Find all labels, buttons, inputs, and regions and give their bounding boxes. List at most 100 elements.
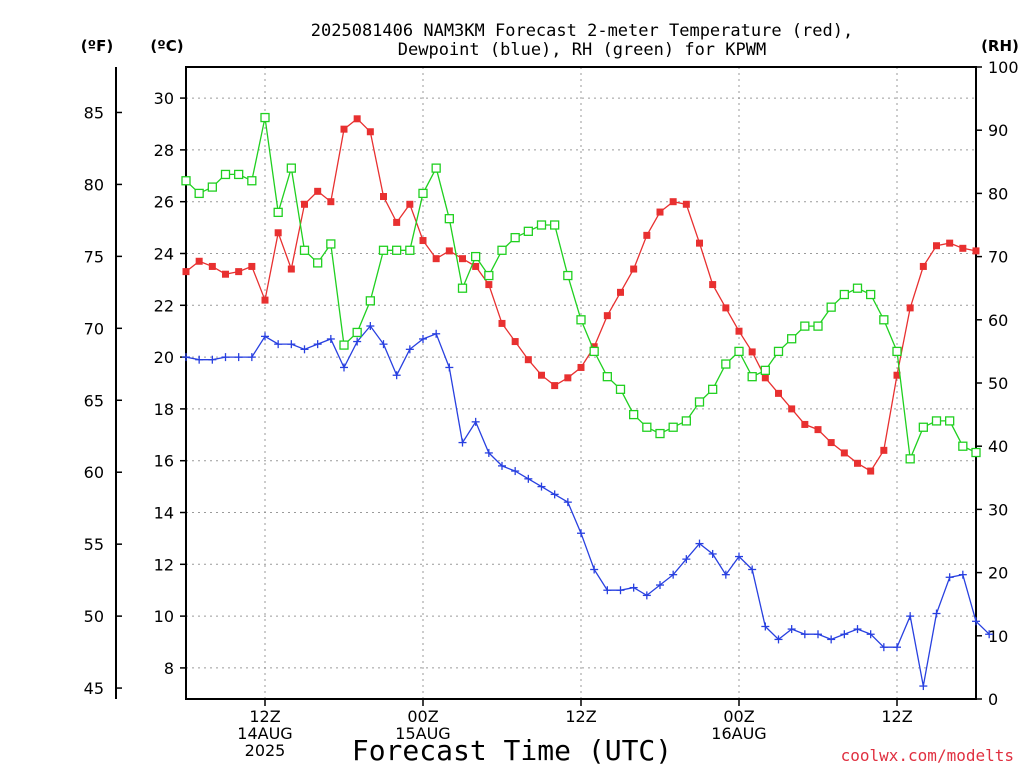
dewpoint-point xyxy=(721,570,730,579)
dewpoint-point xyxy=(919,682,928,691)
temperature-point xyxy=(314,187,322,195)
rh-point xyxy=(273,207,283,218)
fahrenheit-tick-label: 50 xyxy=(84,607,104,626)
fahrenheit-tick-label: 65 xyxy=(84,391,104,410)
rh-point xyxy=(444,214,454,224)
temperature-point xyxy=(814,426,822,434)
rh-point xyxy=(299,245,310,255)
rh-point xyxy=(905,454,915,464)
rh-point xyxy=(418,188,428,199)
rh-point xyxy=(773,346,784,357)
rh-tick-label: 80 xyxy=(988,184,1008,203)
rh-point xyxy=(536,220,547,230)
rh-point xyxy=(655,428,665,439)
rh-point xyxy=(457,283,468,293)
dewpoint-point xyxy=(182,353,190,362)
rh-point xyxy=(563,270,573,281)
temperature-point xyxy=(696,239,703,247)
temperature-point xyxy=(788,405,796,413)
rh-point xyxy=(760,365,770,376)
temperature-point xyxy=(840,449,848,457)
rh-point xyxy=(813,321,823,331)
rh-point xyxy=(866,289,876,300)
dewpoint-point xyxy=(274,340,283,349)
temperature-point xyxy=(577,363,585,371)
dewpoint-point xyxy=(313,340,322,349)
temperature-point xyxy=(366,128,374,136)
dewpoint-point xyxy=(682,555,691,564)
chart-title-line2: Dewpoint (blue), RH (green) for KPWM xyxy=(398,40,766,60)
temperature-point xyxy=(761,374,769,382)
dewpoint-point xyxy=(287,340,296,349)
dewpoint-point xyxy=(866,630,875,639)
rh-tick-label: 60 xyxy=(988,311,1008,330)
celsius-tick-label: 20 xyxy=(154,348,174,367)
dewpoint-point xyxy=(669,570,678,579)
temperature-line xyxy=(185,117,977,472)
dewpoint-point xyxy=(366,322,375,331)
temperature-point xyxy=(906,304,914,312)
source-credit: coolwx.com/modelts xyxy=(841,746,1014,765)
rh-point xyxy=(945,416,955,426)
rh-point xyxy=(313,258,323,268)
dewpoint-point xyxy=(484,448,493,457)
fahrenheit-tick-label: 85 xyxy=(84,103,104,122)
temperature-point xyxy=(669,198,677,206)
rh-point xyxy=(471,251,481,262)
fahrenheit-tick-label: 80 xyxy=(84,175,104,194)
rh-point xyxy=(247,176,257,186)
fahrenheit-tick-label: 70 xyxy=(84,319,104,338)
dewpoint-point xyxy=(945,573,954,582)
temperature-point xyxy=(722,304,730,312)
dewpoint-point xyxy=(853,625,862,634)
dewpoint-point xyxy=(300,345,309,354)
temperature-point xyxy=(432,255,440,263)
rh-axis: 0 10 20 30 40 50 60 70 80 90 100 xyxy=(976,58,1019,709)
rh-point xyxy=(181,176,191,186)
temperature-point xyxy=(959,244,967,252)
temperature-point xyxy=(261,296,269,304)
dewpoint-point xyxy=(458,438,467,447)
rh-point xyxy=(852,283,863,293)
rh-point xyxy=(918,422,928,432)
dewpoint-point xyxy=(550,490,559,499)
temperature-point xyxy=(972,247,980,255)
dewpoint-point xyxy=(840,630,849,639)
dewpoint-point xyxy=(524,474,533,483)
temperature-point xyxy=(867,467,875,475)
dewpoint-point xyxy=(695,539,704,548)
dewpoint-point xyxy=(379,340,388,349)
temperature-point xyxy=(524,356,532,364)
rh-point xyxy=(589,346,599,357)
temperature-point xyxy=(590,343,598,351)
temperature-point xyxy=(801,420,809,428)
celsius-tick-label: 14 xyxy=(154,504,174,523)
dewpoint-line xyxy=(185,324,990,687)
chart-title-line1: 2025081406 NAM3KM Forecast 2-meter Tempe… xyxy=(311,21,853,41)
temperature-point xyxy=(933,242,940,250)
time-tick-label: 12Z xyxy=(565,707,596,726)
rh-point xyxy=(629,409,639,420)
rh-point xyxy=(326,239,336,249)
temperature-point xyxy=(893,371,901,379)
celsius-tick-label: 24 xyxy=(154,244,174,263)
temperature-point xyxy=(854,459,861,467)
temperature-point xyxy=(287,265,295,273)
rh-point xyxy=(668,422,678,432)
rh-point xyxy=(958,441,968,451)
dewpoint-point xyxy=(405,345,414,354)
celsius-axis: 8 10 12 14 16 18 20 22 24 26 28 30 xyxy=(154,89,186,678)
rh-tick-label: 0 xyxy=(988,690,998,709)
rh-point xyxy=(615,384,626,394)
celsius-tick-label: 22 xyxy=(154,296,174,315)
dewpoint-point xyxy=(906,612,915,621)
temperature-point xyxy=(406,200,414,208)
fahrenheit-tick-label: 75 xyxy=(84,247,104,266)
rh-point xyxy=(365,296,375,306)
series-layer xyxy=(181,112,994,691)
time-tick-label: 15AUG xyxy=(395,724,450,743)
rh-point xyxy=(378,245,389,255)
rh-point xyxy=(286,163,296,173)
temperature-point xyxy=(564,374,572,382)
